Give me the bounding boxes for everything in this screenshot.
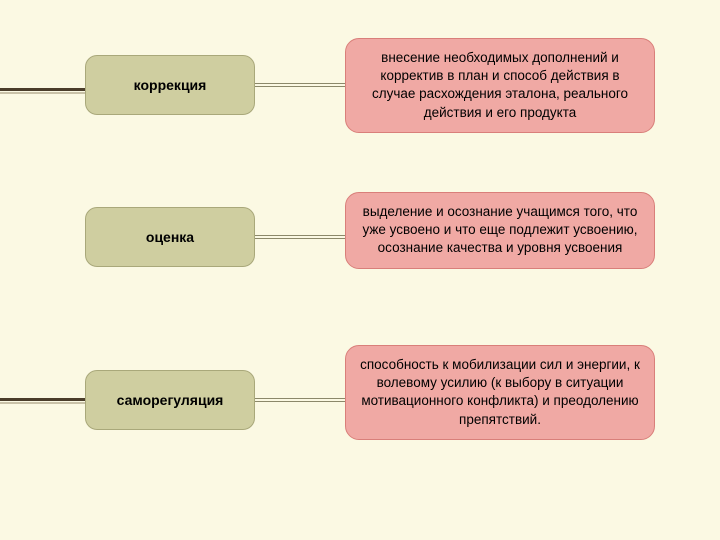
term-label: оценка bbox=[146, 229, 194, 245]
divider-3 bbox=[0, 398, 85, 404]
term-evaluation: оценка bbox=[85, 207, 255, 267]
connector-2 bbox=[255, 237, 345, 238]
desc-correction: внесение необходимых дополнений и коррек… bbox=[345, 38, 655, 133]
term-label: коррекция bbox=[134, 77, 207, 93]
term-label: саморегуляция bbox=[117, 392, 224, 408]
connector-3 bbox=[255, 400, 345, 401]
desc-text: выделение и осознание учащимся того, что… bbox=[360, 203, 640, 258]
term-selfregulation: саморегуляция bbox=[85, 370, 255, 430]
desc-text: способность к мобилизации сил и энергии,… bbox=[360, 356, 640, 429]
desc-evaluation: выделение и осознание учащимся того, что… bbox=[345, 192, 655, 269]
desc-text: внесение необходимых дополнений и коррек… bbox=[360, 49, 640, 122]
term-correction: коррекция bbox=[85, 55, 255, 115]
divider-1 bbox=[0, 88, 85, 94]
desc-selfregulation: способность к мобилизации сил и энергии,… bbox=[345, 345, 655, 440]
connector-1 bbox=[255, 85, 345, 86]
